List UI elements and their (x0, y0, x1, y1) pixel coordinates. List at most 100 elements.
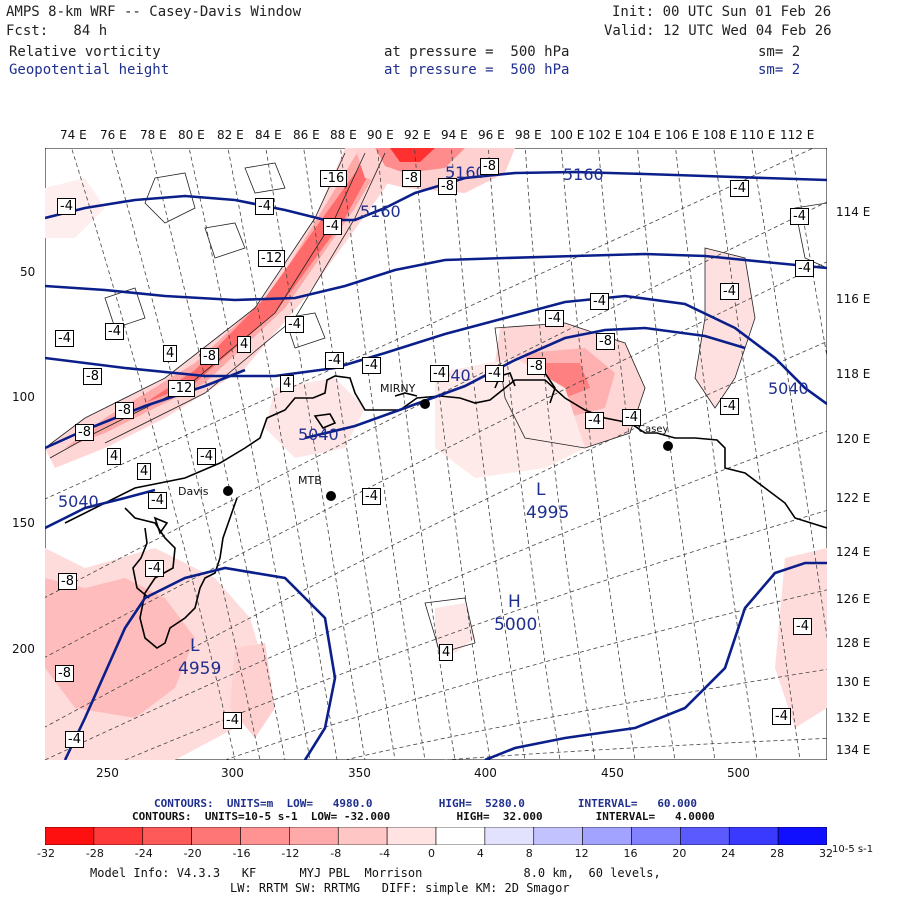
colorbar-swatch (386, 827, 437, 845)
top-tick: 98 E (515, 128, 542, 142)
left-tick: 150 (12, 516, 35, 530)
colorbar-swatch (142, 827, 192, 845)
casey-station-marker (663, 441, 673, 451)
height-contour-label: 5040 (58, 492, 99, 511)
colorbar-swatch (728, 827, 779, 845)
top-tick: 88 E (330, 128, 357, 142)
right-tick: 114 E (836, 205, 871, 219)
vorticity-label: -8 (200, 348, 219, 365)
right-tick: 116 E (836, 292, 871, 306)
bottom-tick: 400 (474, 766, 497, 780)
vorticity-label: -4 (323, 218, 342, 235)
vorticity-label: -4 (145, 560, 164, 577)
vorticity-label: -8 (480, 158, 499, 175)
colorbar-tick-label: 32 (819, 847, 833, 860)
colorbar-swatch (777, 827, 827, 845)
colorbar-swatch (435, 827, 486, 845)
vorticity-label: -4 (430, 365, 449, 382)
top-tick: 102 E (588, 128, 623, 142)
field2-smoothing: sm= 2 (758, 62, 801, 78)
colorbar-tick-label: 16 (623, 847, 638, 860)
right-tick: 128 E (836, 636, 871, 650)
vorticity-label: -4 (795, 260, 814, 277)
vorticity-label: -8 (596, 333, 615, 350)
colorbar-tick-label: 12 (574, 847, 589, 860)
vorticity-label: -4 (105, 323, 124, 340)
vorticity-label: -4 (585, 412, 604, 429)
right-tick: 132 E (836, 711, 871, 725)
vorticity-label: -8 (527, 358, 546, 375)
init-time: Init: 00 UTC Sun 01 Feb 26 (612, 4, 832, 20)
low-center-value: 4959 (178, 659, 222, 679)
vorticity-label: -16 (320, 170, 348, 187)
vorticity-label: -4 (622, 409, 641, 426)
top-tick: 74 E (60, 128, 87, 142)
vorticity-label: -4 (720, 398, 739, 415)
colorbar-swatch (240, 827, 290, 845)
right-tick: 122 E (836, 491, 871, 505)
height-contours (45, 170, 827, 760)
colorbar-swatch (631, 827, 681, 845)
valid-time: Valid: 12 UTC Wed 04 Feb 26 (604, 23, 832, 39)
top-tick: 108 E (703, 128, 738, 142)
vorticity-label: 4 (439, 644, 454, 661)
vorticity-label: -4 (590, 293, 609, 310)
forecast-hour: Fcst: 84 h (6, 23, 108, 39)
height-contour-label: 5040 (298, 425, 339, 444)
top-tick: 90 E (367, 128, 394, 142)
vorticity-label: -12 (258, 250, 286, 267)
vorticity-label: 4 (163, 345, 178, 362)
top-tick: 110 E (741, 128, 776, 142)
vorticity-label: -4 (57, 198, 76, 215)
station-label: Davis (178, 485, 209, 498)
field2-name: Geopotential height (9, 62, 170, 78)
right-tick: 134 E (836, 743, 871, 757)
vorticity-label: -4 (285, 316, 304, 333)
top-tick: 100 E (550, 128, 585, 142)
vorticity-label: -4 (255, 198, 274, 215)
height-contour-label: 5160 (360, 202, 401, 221)
low-center-symbol: L (536, 480, 546, 500)
right-tick: 118 E (836, 367, 871, 381)
colorbar-swatch (191, 827, 241, 845)
colorbar-tick-label: 4 (476, 847, 484, 860)
top-tick: 106 E (665, 128, 700, 142)
vorticity-label: -4 (362, 357, 381, 374)
vorticity-label: -12 (168, 380, 196, 397)
high-center-value: 5000 (494, 615, 538, 635)
vorticity-label: -8 (438, 178, 457, 195)
height-contour-label: 5160 (563, 165, 604, 184)
colorbar-tick-label: 20 (672, 847, 687, 860)
bottom-tick: 300 (221, 766, 244, 780)
colorbar-swatch (45, 827, 95, 845)
vorticity-label: -4 (362, 488, 381, 505)
colorbar-swatch (289, 827, 339, 845)
low-center-value: 4995 (526, 503, 570, 523)
model-info-line1: Model Info: V4.3.3 KF MYJ PBL Morrison 8… (90, 866, 661, 880)
colorbar-tick-label: -24 (134, 847, 153, 860)
davis-station-marker (223, 486, 233, 496)
vorticity-label: -8 (75, 424, 94, 441)
colorbar-tick-label: 0 (428, 847, 435, 860)
high-center-symbol: H (508, 592, 521, 612)
vorticity-label: -4 (485, 365, 504, 382)
top-tick: 82 E (217, 128, 244, 142)
map-title: AMPS 8-km WRF -- Casey-Davis Window (6, 4, 302, 20)
top-tick: 84 E (255, 128, 282, 142)
colorbar-swatch (93, 827, 144, 845)
vorticity-label: -4 (720, 283, 739, 300)
vorticity-label: -4 (223, 712, 242, 729)
vorticity-label: -8 (58, 573, 77, 590)
vorticity-label: 4 (137, 463, 152, 480)
vorticity-label: -4 (197, 448, 216, 465)
colorbar (45, 827, 827, 845)
vorticity-label: -4 (55, 330, 74, 347)
vorticity-label: -4 (793, 618, 812, 635)
low-center-symbol: L (190, 636, 200, 656)
left-tick: 50 (20, 265, 36, 279)
colorbar-swatch (484, 827, 535, 845)
colorbar-tick-label: -8 (330, 847, 342, 860)
coastline (64, 367, 827, 649)
field2-level: at pressure = 500 hPa (384, 62, 570, 78)
vorticity-label: -4 (545, 310, 564, 327)
